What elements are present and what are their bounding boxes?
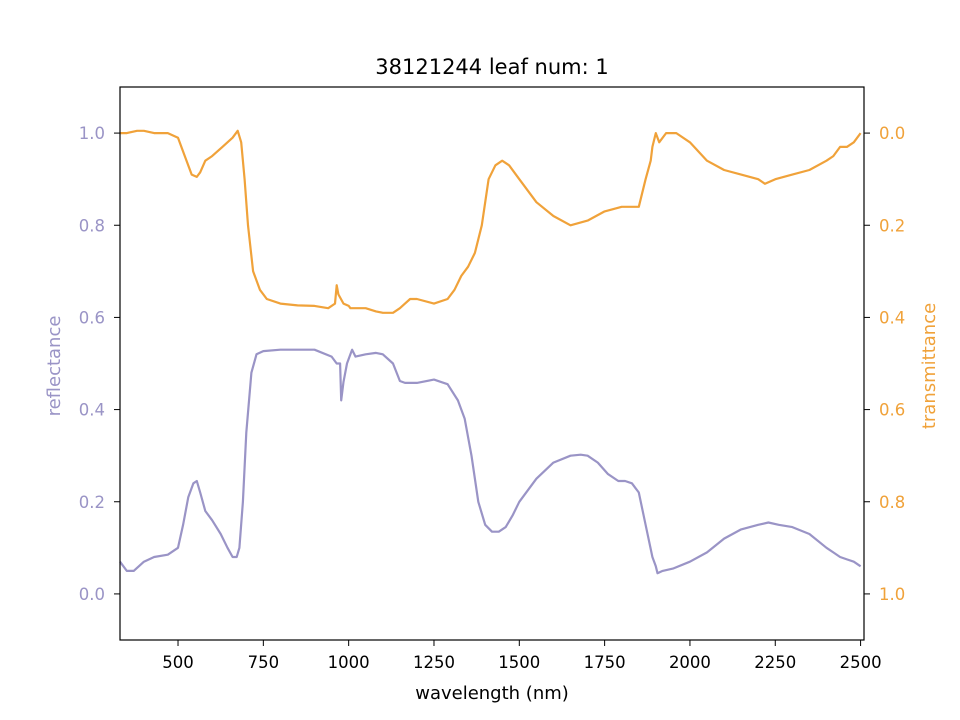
x-axis-title: wavelength (nm) bbox=[415, 683, 569, 704]
plot-lines bbox=[119, 129, 862, 575]
x-axis: 500 750 1000 1250 1500 1750 2000 2250 2500 bbox=[162, 640, 882, 672]
right-y-tick-label: 0.4 bbox=[879, 308, 905, 327]
left-y-tick-label: 0.6 bbox=[79, 308, 105, 327]
left-y-axis-title: reflectance bbox=[44, 316, 65, 417]
right-y-axis-title: transmittance bbox=[919, 303, 940, 429]
x-tick-label: 1250 bbox=[413, 653, 455, 672]
x-tick-label: 750 bbox=[248, 653, 280, 672]
chart-title: 38121244 leaf num: 1 bbox=[375, 55, 608, 79]
left-y-axis: 0.0 0.2 0.4 0.6 0.8 1.0 bbox=[79, 124, 120, 604]
x-tick-label: 1000 bbox=[328, 653, 370, 672]
left-y-tick-label: 0.8 bbox=[79, 216, 105, 235]
x-tick-label: 2500 bbox=[840, 653, 882, 672]
right-y-tick-label: 1.0 bbox=[879, 585, 905, 604]
x-tick-label: 1750 bbox=[584, 653, 626, 672]
transmittance-series-line bbox=[120, 129, 862, 314]
right-y-tick-label: 0.2 bbox=[879, 216, 905, 235]
left-y-tick-label: 0.0 bbox=[79, 585, 105, 604]
right-y-axis: 0.0 0.2 0.4 0.6 0.8 1.0 bbox=[864, 124, 905, 604]
right-y-tick-label: 0.6 bbox=[879, 401, 905, 420]
left-y-tick-label: 0.4 bbox=[79, 401, 105, 420]
plot-frame bbox=[119, 86, 865, 641]
x-tick-label: 500 bbox=[162, 653, 194, 672]
x-tick-label: 2250 bbox=[754, 653, 796, 672]
reflectance-series-line bbox=[119, 348, 862, 575]
left-y-tick-label: 0.2 bbox=[79, 493, 105, 512]
right-y-tick-label: 0.0 bbox=[879, 124, 905, 143]
x-tick-label: 1500 bbox=[498, 653, 540, 672]
right-y-tick-label: 0.8 bbox=[879, 493, 905, 512]
left-y-tick-label: 1.0 bbox=[79, 124, 105, 143]
x-tick-label: 2000 bbox=[669, 653, 711, 672]
